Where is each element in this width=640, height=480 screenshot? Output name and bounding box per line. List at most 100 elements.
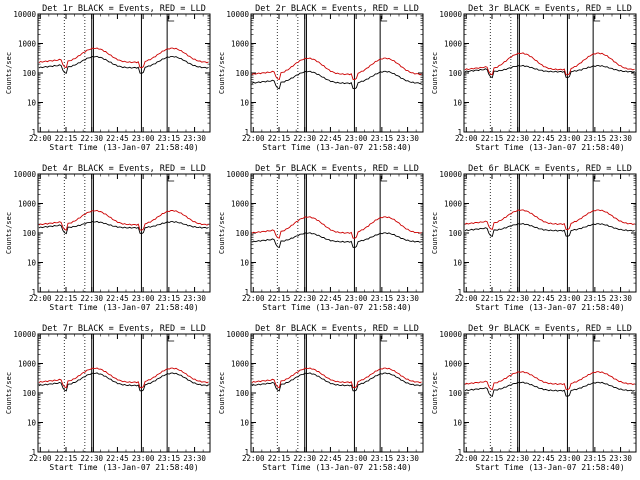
step-marker <box>593 336 601 342</box>
x-tick-label: 23:00 <box>558 294 581 303</box>
y-tick-label: 100 <box>22 69 36 78</box>
y-tick-label: 1000 <box>444 200 463 209</box>
plot-frame <box>37 173 211 293</box>
x-tick-label: 22:45 <box>319 454 342 463</box>
y-tick-label: 1 <box>244 128 249 137</box>
x-tick-label: 23:15 <box>158 294 181 303</box>
y-tick-label: 1 <box>31 288 36 297</box>
x-tick-label: 22:45 <box>532 454 555 463</box>
x-axis-label: Start Time (13-Jan-07 21:58:40) <box>475 303 624 312</box>
y-tick-label: 10 <box>240 99 250 108</box>
x-axis-label: Start Time (13-Jan-07 21:58:40) <box>49 143 198 152</box>
x-tick-label: 22:15 <box>55 134 78 143</box>
y-tick-label: 1 <box>457 288 462 297</box>
x-tick-label: 22:45 <box>106 454 129 463</box>
y-tick-label: 100 <box>235 229 249 238</box>
y-tick-label: 10 <box>240 419 250 428</box>
x-tick-label: 23:30 <box>396 294 419 303</box>
x-tick-label: 22:15 <box>55 294 78 303</box>
y-tick-label: 10 <box>27 259 37 268</box>
series-line-events <box>38 55 209 74</box>
panel-8: Det 8r BLACK = Events, RED = LLD 1 10 100 10… <box>218 324 424 472</box>
x-tick-label: 22:30 <box>80 294 103 303</box>
x-tick-label: 22:00 <box>29 454 52 463</box>
y-tick-label: 100 <box>22 229 36 238</box>
y-tick-label: 1000 <box>18 40 37 49</box>
y-tick-label: 100 <box>235 69 249 78</box>
x-tick-label: 23:00 <box>132 134 155 143</box>
x-tick-label: 22:00 <box>29 294 52 303</box>
step-marker <box>167 16 175 22</box>
series-line-events <box>464 381 635 398</box>
x-tick-label: 22:15 <box>481 454 504 463</box>
x-axis-label: Start Time (13-Jan-07 21:58:40) <box>262 463 411 472</box>
x-tick-label: 23:15 <box>158 134 181 143</box>
y-tick-label: 100 <box>448 229 462 238</box>
x-tick-label: 22:30 <box>293 454 316 463</box>
x-tick-label: 22:00 <box>455 294 478 303</box>
y-tick-label: 1000 <box>231 40 250 49</box>
x-tick-label: 23:30 <box>609 294 632 303</box>
series-line-lld <box>251 216 422 239</box>
y-tick-label: 100 <box>22 389 36 398</box>
series-line-lld <box>38 367 209 389</box>
x-tick-label: 22:15 <box>481 134 504 143</box>
x-tick-label: 22:45 <box>532 294 555 303</box>
x-tick-label: 23:15 <box>158 454 181 463</box>
x-tick-label: 23:00 <box>345 134 368 143</box>
x-tick-label: 23:15 <box>584 454 607 463</box>
series-line-lld <box>38 209 209 231</box>
panel-2: Det 2r BLACK = Events, RED = LLD 1 10 100 10… <box>218 4 424 152</box>
y-tick-label: 10000 <box>439 10 462 19</box>
series-line-lld <box>38 47 209 69</box>
plot-frame <box>250 333 424 453</box>
panel-title: Det 6r BLACK = Events, RED = LLD <box>468 164 632 174</box>
plot-frame <box>37 13 211 133</box>
panel-title: Det 5r BLACK = Events, RED = LLD <box>255 164 419 174</box>
x-tick-label: 22:45 <box>532 134 555 143</box>
y-axis-label: Counts/sec <box>218 372 226 414</box>
y-axis-label: Counts/sec <box>431 372 439 414</box>
x-tick-label: 23:00 <box>345 294 368 303</box>
panel-title: Det 1r BLACK = Events, RED = LLD <box>42 4 206 14</box>
y-tick-label: 1000 <box>444 360 463 369</box>
x-tick-label: 23:00 <box>345 454 368 463</box>
panel-title: Det 3r BLACK = Events, RED = LLD <box>468 4 632 14</box>
x-tick-label: 23:30 <box>609 134 632 143</box>
x-tick-label: 22:45 <box>106 294 129 303</box>
x-tick-label: 22:15 <box>268 454 291 463</box>
y-axis-label: Counts/sec <box>431 52 439 94</box>
x-axis-label: Start Time (13-Jan-07 21:58:40) <box>262 303 411 312</box>
panel-3: Det 3r BLACK = Events, RED = LLD 1 10 100 10… <box>431 4 637 152</box>
series-line-lld <box>251 367 422 389</box>
x-tick-label: 23:00 <box>558 134 581 143</box>
panel-title: Det 4r BLACK = Events, RED = LLD <box>42 164 206 174</box>
series-line-events <box>464 223 635 238</box>
x-tick-label: 23:30 <box>183 294 206 303</box>
x-tick-label: 23:15 <box>584 294 607 303</box>
series-line-events <box>251 372 422 392</box>
y-tick-label: 10 <box>453 259 463 268</box>
y-tick-label: 100 <box>448 389 462 398</box>
series-line-events <box>251 70 422 90</box>
series-line-lld <box>464 209 635 231</box>
series-line-lld <box>251 57 422 81</box>
step-marker <box>593 16 601 22</box>
plot-frame <box>37 333 211 453</box>
y-tick-label: 1 <box>457 128 462 137</box>
x-tick-label: 22:00 <box>242 294 265 303</box>
x-tick-label: 23:30 <box>183 134 206 143</box>
y-tick-label: 1 <box>31 448 36 457</box>
x-tick-label: 22:30 <box>293 294 316 303</box>
y-tick-label: 1 <box>457 448 462 457</box>
series-line-events <box>251 232 422 249</box>
step-marker <box>380 176 388 182</box>
panel-title: Det 7r BLACK = Events, RED = LLD <box>42 324 206 334</box>
plot-frame <box>250 173 424 293</box>
x-tick-label: 22:00 <box>242 454 265 463</box>
x-tick-label: 23:30 <box>183 454 206 463</box>
x-tick-label: 22:30 <box>506 294 529 303</box>
y-tick-label: 10000 <box>226 330 249 339</box>
x-tick-label: 23:15 <box>371 454 394 463</box>
panel-4: Det 4r BLACK = Events, RED = LLD 1 10 100 10… <box>5 164 211 312</box>
